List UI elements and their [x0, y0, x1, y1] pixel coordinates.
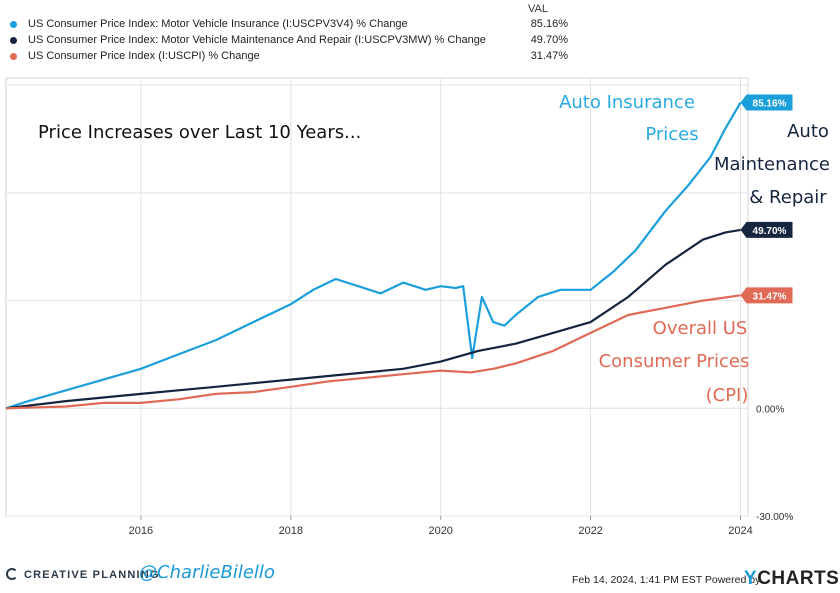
series-marker-icon — [10, 21, 17, 28]
end-label-value: 49.70% — [753, 226, 787, 237]
x-tick-label: 2020 — [428, 525, 452, 537]
creative-planning-logo-icon — [6, 568, 18, 580]
chart-legend: VAL US Consumer Price Index: Motor Vehic… — [0, 0, 840, 70]
chart-grid — [5, 77, 749, 520]
ycharts-logo-text: CHARTS — [757, 568, 840, 589]
ycharts-logo-y: Y — [744, 568, 758, 589]
brand-name: CREATIVE PLANNING — [24, 569, 160, 581]
ycharts-logo: YCHARTS — [744, 568, 839, 590]
legend-item-label: US Consumer Price Index (I:USCPI) % Chan… — [28, 50, 260, 62]
legend-item[interactable]: US Consumer Price Index: Motor Vehicle I… — [8, 17, 568, 33]
legend-item[interactable]: US Consumer Price Index (I:USCPI) % Chan… — [8, 49, 568, 65]
annotation-text: & Repair — [749, 187, 827, 208]
legend-item-value: 31.47% — [530, 50, 568, 62]
legend-value-header: VAL — [528, 3, 548, 15]
chart-title: Price Increases over Last 10 Years... — [38, 122, 361, 143]
line-chart: -30.00% 0.00% 2016 2018 2020 2022 2024 85.16% 49… — [5, 77, 830, 537]
end-label-badge — [740, 221, 793, 238]
series-line — [5, 102, 742, 410]
legend-item-value: 49.70% — [530, 34, 568, 46]
series-line — [5, 294, 741, 410]
x-tick-label: 2016 — [129, 525, 153, 537]
annotation-text: Auto Insurance — [559, 92, 695, 113]
brand-logo: CREATIVE PLANNING — [6, 568, 160, 581]
series-marker-icon — [10, 37, 17, 44]
annotation-text: Prices — [645, 124, 698, 145]
annotation-text: Overall US — [653, 318, 748, 339]
annotation-text: Maintenance — [714, 154, 830, 175]
x-tick-label: 2022 — [578, 525, 602, 537]
chart-series — [5, 102, 742, 410]
series-end-label: 85.16% — [740, 94, 793, 111]
chart-labels: -30.00% 0.00% 2016 2018 2020 2022 2024 85.16% 49… — [129, 92, 830, 537]
legend-item-label: US Consumer Price Index: Motor Vehicle I… — [28, 18, 408, 30]
plot-frame — [5, 77, 749, 517]
end-label-badge — [740, 94, 793, 111]
annotation-text: (CPI) — [706, 385, 749, 406]
series-line — [5, 228, 741, 410]
annotation-text: Consumer Prices — [599, 351, 750, 372]
timestamp: Feb 14, 2024, 1:41 PM EST Powered by — [572, 574, 761, 586]
series-end-label: 49.70% — [740, 221, 793, 238]
end-label-value: 85.16% — [753, 99, 787, 110]
y-tick-label: -30.00% — [756, 512, 793, 523]
x-tick-label: 2018 — [279, 525, 303, 537]
legend-item[interactable]: US Consumer Price Index: Motor Vehicle M… — [8, 33, 568, 49]
series-marker-icon — [10, 53, 17, 60]
end-label-value: 31.47% — [753, 291, 787, 302]
footer: CREATIVE PLANNING @CharlieBilello Feb 14… — [0, 562, 840, 593]
x-tick-label: 2024 — [728, 525, 752, 537]
annotation-text: Auto — [787, 121, 829, 142]
y-tick-label: 0.00% — [756, 404, 784, 415]
series-end-label: 31.47% — [740, 287, 793, 304]
author-handle: @CharlieBilello — [139, 562, 275, 583]
legend-item-value: 85.16% — [530, 18, 568, 30]
end-label-badge — [740, 287, 793, 304]
legend-item-label: US Consumer Price Index: Motor Vehicle M… — [28, 34, 486, 46]
